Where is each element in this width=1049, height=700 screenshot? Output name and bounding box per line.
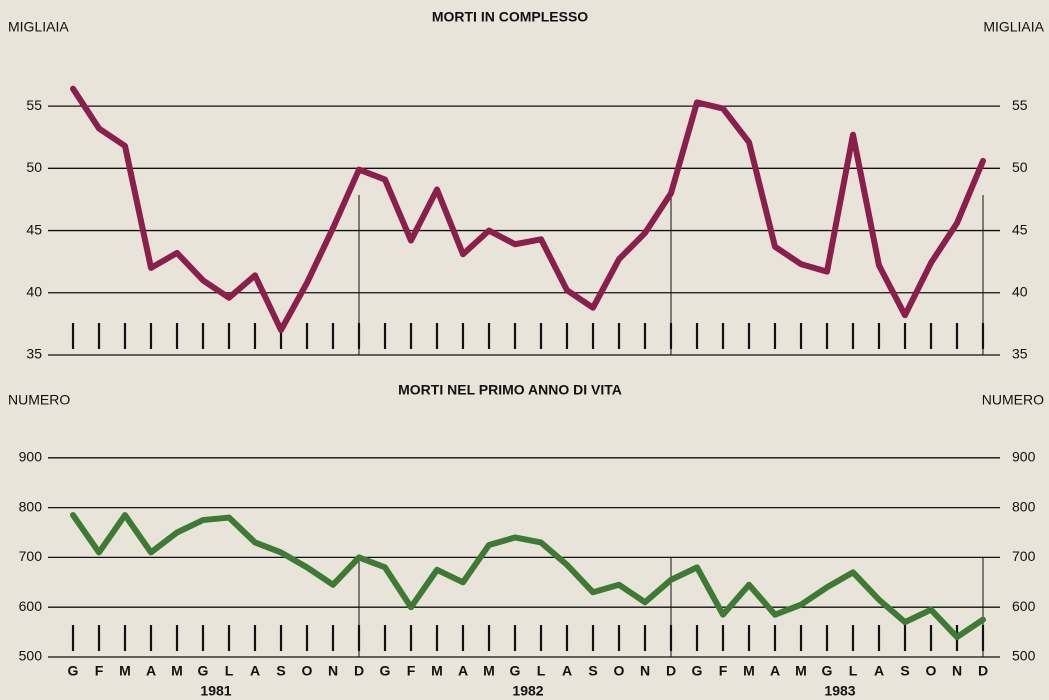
y-tick-label: 55 bbox=[26, 97, 42, 113]
y2-axis-label: MIGLIAIA bbox=[983, 19, 1044, 35]
y2-tick-label: 55 bbox=[1012, 97, 1028, 113]
y2-tick-label: 50 bbox=[1012, 159, 1028, 175]
y-tick-label: 600 bbox=[19, 598, 43, 614]
y-axis-label: MIGLIAIA bbox=[8, 19, 69, 35]
x-tick-label: D bbox=[978, 663, 988, 679]
x-tick-label: N bbox=[952, 663, 962, 679]
y-tick-label: 45 bbox=[26, 221, 42, 237]
y-tick-label: 700 bbox=[19, 548, 43, 564]
x-tick-label: S bbox=[588, 663, 597, 679]
y-tick-label: 40 bbox=[26, 283, 42, 299]
year-label: 1982 bbox=[512, 683, 543, 699]
x-tick-label: S bbox=[900, 663, 909, 679]
x-tick-label: G bbox=[198, 663, 209, 679]
x-tick-label: F bbox=[407, 663, 416, 679]
chart-title: MORTI IN COMPLESSO bbox=[432, 9, 588, 25]
data-line bbox=[70, 85, 986, 334]
x-tick-label: L bbox=[849, 663, 858, 679]
y-tick-label: 900 bbox=[19, 449, 43, 465]
x-tick-label: G bbox=[692, 663, 703, 679]
x-tick-label: A bbox=[146, 663, 156, 679]
y2-tick-label: 45 bbox=[1012, 221, 1028, 237]
x-tick-label: L bbox=[225, 663, 234, 679]
x-tick-label: N bbox=[640, 663, 650, 679]
x-tick-label: A bbox=[562, 663, 572, 679]
x-tick-label: L bbox=[537, 663, 546, 679]
chart-title: MORTI NEL PRIMO ANNO DI VITA bbox=[398, 382, 622, 398]
x-tick-label: M bbox=[743, 663, 755, 679]
x-tick-label: M bbox=[795, 663, 807, 679]
year-label: 1983 bbox=[824, 683, 855, 699]
year-label: 1981 bbox=[200, 683, 231, 699]
y2-tick-label: 35 bbox=[1012, 346, 1028, 362]
x-tick-label: O bbox=[614, 663, 625, 679]
x-tick-label: M bbox=[171, 663, 183, 679]
x-tick-label: G bbox=[380, 663, 391, 679]
x-tick-label: A bbox=[770, 663, 780, 679]
x-tick-label: M bbox=[483, 663, 495, 679]
x-tick-label: G bbox=[822, 663, 833, 679]
x-tick-label: A bbox=[874, 663, 884, 679]
data-line bbox=[70, 512, 986, 641]
y2-tick-label: 900 bbox=[1012, 449, 1036, 465]
x-tick-label: D bbox=[666, 663, 676, 679]
x-tick-label: O bbox=[302, 663, 313, 679]
y2-tick-label: 40 bbox=[1012, 283, 1028, 299]
y2-axis-label: NUMERO bbox=[982, 392, 1044, 408]
y2-tick-label: 500 bbox=[1012, 648, 1036, 664]
y2-tick-label: 600 bbox=[1012, 598, 1036, 614]
x-tick-label: G bbox=[510, 663, 521, 679]
x-tick-label: G bbox=[68, 663, 79, 679]
x-tick-label: A bbox=[250, 663, 260, 679]
y-tick-label: 800 bbox=[19, 498, 43, 514]
y-tick-label: 500 bbox=[19, 648, 43, 664]
x-tick-label: F bbox=[95, 663, 104, 679]
x-tick-label: M bbox=[431, 663, 443, 679]
y-tick-label: 35 bbox=[26, 346, 42, 362]
x-tick-label: S bbox=[276, 663, 285, 679]
x-tick-label: O bbox=[926, 663, 937, 679]
x-tick-label: M bbox=[119, 663, 131, 679]
x-tick-label: F bbox=[719, 663, 728, 679]
y2-tick-label: 800 bbox=[1012, 498, 1036, 514]
y2-tick-label: 700 bbox=[1012, 548, 1036, 564]
x-tick-label: D bbox=[354, 663, 364, 679]
y-axis-label: NUMERO bbox=[8, 392, 70, 408]
x-tick-label: N bbox=[328, 663, 338, 679]
x-tick-label: A bbox=[458, 663, 468, 679]
y-tick-label: 50 bbox=[26, 159, 42, 175]
